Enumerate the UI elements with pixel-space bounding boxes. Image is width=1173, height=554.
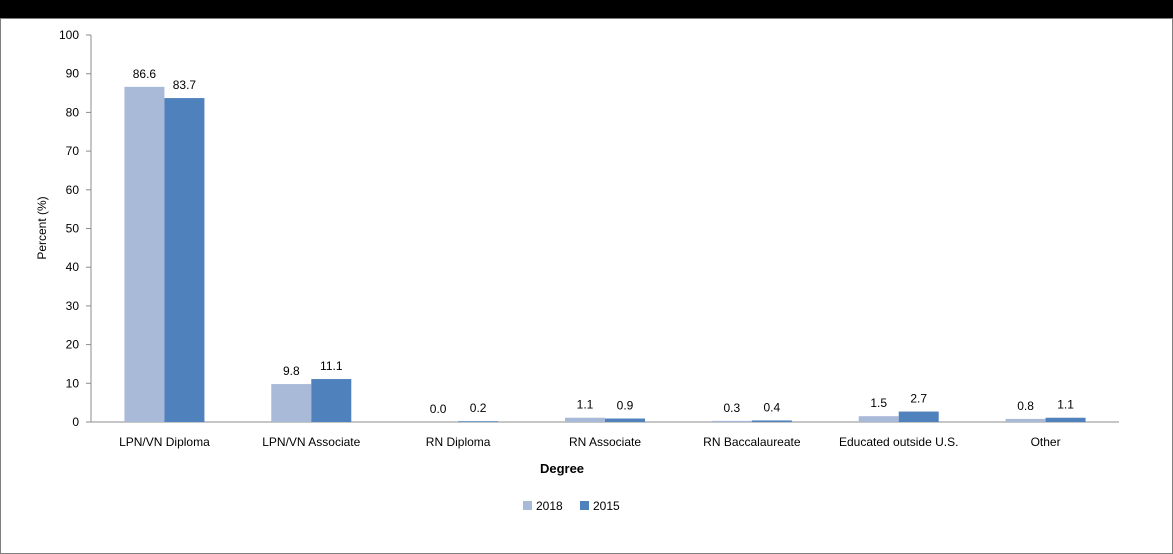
bar-chart: 0 10 20 30 40 50 60 70 80 90 100 86.6 83.7 9.8 11.1 0.… — [1, 19, 1172, 553]
data-label-2018: 9.8 — [283, 364, 300, 378]
bar-2015 — [605, 419, 645, 422]
data-label-2015: 0.4 — [764, 400, 781, 414]
x-axis-ticks: LPN/VN Diploma LPN/VN Associate RN Diploma… — [119, 435, 1061, 449]
bar-2018 — [859, 416, 899, 422]
x-tick-label: RN Baccalaureate — [703, 435, 801, 449]
data-label-2015: 2.7 — [910, 392, 927, 406]
data-label-2018: 86.6 — [133, 67, 157, 81]
x-tick-label: LPN/VN Diploma — [119, 435, 210, 449]
bar-2015 — [458, 421, 498, 422]
data-label-2018: 1.5 — [870, 396, 887, 410]
y-tick-label: 0 — [72, 415, 79, 429]
x-tick-label: Educated outside U.S. — [839, 435, 958, 449]
y-tick-label: 30 — [66, 299, 80, 313]
y-tick-label: 60 — [66, 183, 80, 197]
x-tick-label: RN Associate — [569, 435, 641, 449]
y-tick-label: 50 — [66, 222, 80, 236]
bar-2018 — [565, 418, 605, 422]
legend-label-2015: 2015 — [593, 499, 620, 513]
x-tick-label: LPN/VN Associate — [262, 435, 360, 449]
bar-2018 — [271, 384, 311, 422]
data-label-2015: 83.7 — [173, 78, 197, 92]
y-tick-label: 70 — [66, 144, 80, 158]
data-label-2018: 1.1 — [577, 398, 594, 412]
y-axis-ticks: 0 10 20 30 40 50 60 70 80 90 100 — [59, 28, 91, 429]
chart-frame: 0 10 20 30 40 50 60 70 80 90 100 86.6 83.7 9.8 11.1 0.… — [0, 18, 1173, 554]
data-label-2015: 0.9 — [617, 399, 634, 413]
y-tick-label: 40 — [66, 260, 80, 274]
y-tick-label: 10 — [66, 376, 80, 390]
bar-2015 — [1046, 418, 1086, 422]
y-tick-label: 90 — [66, 67, 80, 81]
data-label-2018: 0.8 — [1017, 399, 1034, 413]
bar-2015 — [752, 420, 792, 422]
bar-2018 — [124, 87, 164, 422]
bar-2018 — [712, 421, 752, 422]
x-tick-label: Other — [1031, 435, 1061, 449]
legend-swatch-2018 — [523, 501, 532, 510]
bar-2015 — [164, 98, 204, 422]
data-label-2015: 0.2 — [470, 401, 487, 415]
data-label-2015: 11.1 — [320, 359, 343, 373]
legend-label-2018: 2018 — [536, 499, 563, 513]
x-axis-title: Degree — [540, 461, 584, 476]
data-label-2015: 1.1 — [1057, 398, 1074, 412]
data-label-2018: 0.3 — [724, 401, 741, 415]
bar-2015 — [899, 412, 939, 422]
bar-2015 — [311, 379, 351, 422]
bar-series — [124, 87, 1085, 422]
y-tick-label: 100 — [59, 28, 79, 42]
legend: 2018 2015 — [523, 499, 620, 513]
x-tick-label: RN Diploma — [426, 435, 491, 449]
y-axis-title: Percent (%) — [35, 196, 49, 259]
legend-swatch-2015 — [580, 501, 589, 510]
y-tick-label: 20 — [66, 338, 80, 352]
data-labels: 86.6 83.7 9.8 11.1 0.0 0.2 1.1 0.9 0.3 0.4 1.5 2.7 0… — [133, 67, 1074, 416]
bar-2018 — [1006, 419, 1046, 422]
data-label-2018: 0.0 — [430, 402, 447, 416]
y-tick-label: 80 — [66, 105, 80, 119]
